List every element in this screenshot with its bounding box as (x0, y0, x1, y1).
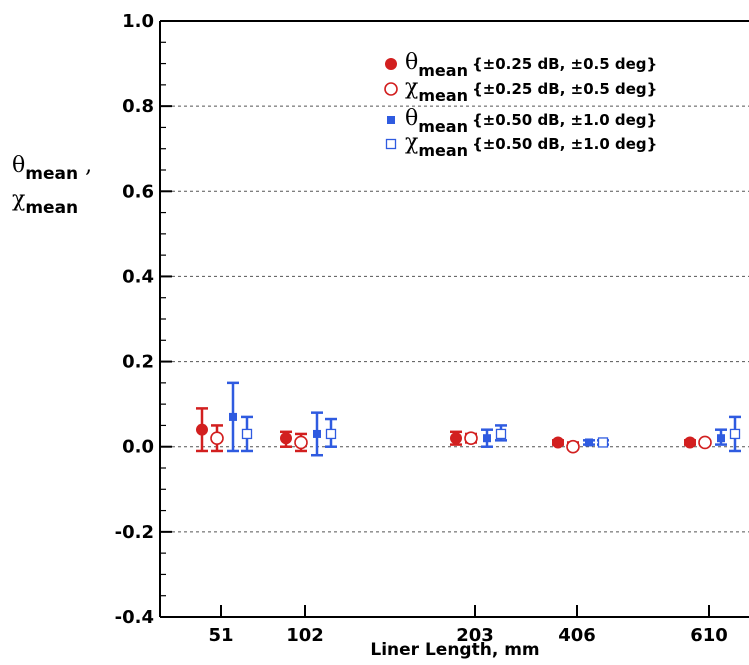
y-axis-tick-labels: 1.0 0.8 0.6 0.4 0.2 0.0 -0.2 -0.4 (115, 11, 154, 628)
legend-label: χmean {±0.25 dB, ±0.5 deg} (405, 75, 657, 105)
data-point (464, 431, 478, 446)
data-point (196, 423, 208, 436)
data-point (495, 428, 507, 440)
legend-label: θmean {±0.50 dB, ±1.0 deg} (405, 106, 657, 136)
data-point (280, 432, 292, 445)
y-axis-title-chi-symbol: χ (12, 187, 25, 212)
grid-lines (160, 105, 749, 533)
y-tick-label: -0.4 (115, 607, 154, 628)
data-point (450, 432, 462, 445)
series-4 (241, 415, 741, 453)
series-3 (227, 381, 727, 457)
y-axis-title-theta-sub: mean (25, 164, 78, 184)
data-point (597, 437, 609, 448)
y-tick-label: 0.2 (122, 352, 154, 373)
data-point (717, 434, 725, 443)
legend-marker (387, 116, 395, 124)
y-tick-label: 0.8 (122, 96, 154, 117)
x-axis-tick-labels: 51 102 203 406 610 (208, 625, 727, 646)
legend-marker (385, 58, 397, 70)
data-point (294, 435, 308, 450)
y-tick-label: -0.2 (115, 522, 154, 543)
y-axis-title-comma: , (78, 153, 92, 178)
data-point (483, 434, 491, 443)
y-tick-label: 0.6 (122, 181, 154, 202)
legend-label: θmean {±0.25 dB, ±0.5 deg} (405, 50, 657, 80)
data-point (313, 429, 321, 438)
legend-entry-2: χmean {±0.25 dB, ±0.5 deg} (384, 75, 657, 105)
data-point (698, 435, 712, 450)
y-tick-label: 0.0 (122, 437, 154, 458)
y-axis-title-chi-sub: mean (25, 198, 78, 218)
data-series (196, 381, 741, 457)
data-point (729, 428, 741, 440)
data-point (241, 428, 253, 440)
x-tick-label: 102 (286, 625, 324, 646)
y-axis-title-theta-symbol: θ (12, 153, 25, 178)
axes (159, 20, 749, 618)
data-point (684, 436, 696, 449)
series-2 (210, 424, 712, 454)
y-axis-title: θmean , χmean (12, 153, 92, 218)
legend-marker (384, 82, 398, 96)
x-tick-label: 406 (558, 625, 596, 646)
data-point (585, 438, 593, 447)
data-point (229, 412, 237, 421)
data-point (566, 439, 580, 454)
legend-label: χmean {±0.50 dB, ±1.0 deg} (405, 130, 657, 160)
x-axis-title: Liner Length, mm (370, 640, 539, 660)
x-tick-label: 203 (456, 625, 494, 646)
data-point (325, 428, 337, 440)
y-tick-label: 0.4 (122, 266, 154, 287)
legend-entry-4: χmean {±0.50 dB, ±1.0 deg} (385, 130, 657, 160)
svg-text:θmean ,: θmean , (12, 153, 92, 184)
x-tick-label: 51 (208, 625, 233, 646)
x-tick-label: 610 (690, 625, 728, 646)
series-1 (196, 407, 696, 453)
data-point (210, 431, 224, 446)
legend: θmean {±0.25 dB, ±0.5 deg}χmean {±0.25 dB,… (384, 50, 657, 160)
legend-entry-1: θmean {±0.25 dB, ±0.5 deg} (385, 50, 657, 80)
legend-entry-3: θmean {±0.50 dB, ±1.0 deg} (387, 106, 657, 136)
data-point (552, 436, 564, 449)
y-tick-label: 1.0 (122, 11, 154, 32)
legend-marker (385, 138, 397, 150)
svg-text:χmean: χmean (12, 187, 78, 218)
